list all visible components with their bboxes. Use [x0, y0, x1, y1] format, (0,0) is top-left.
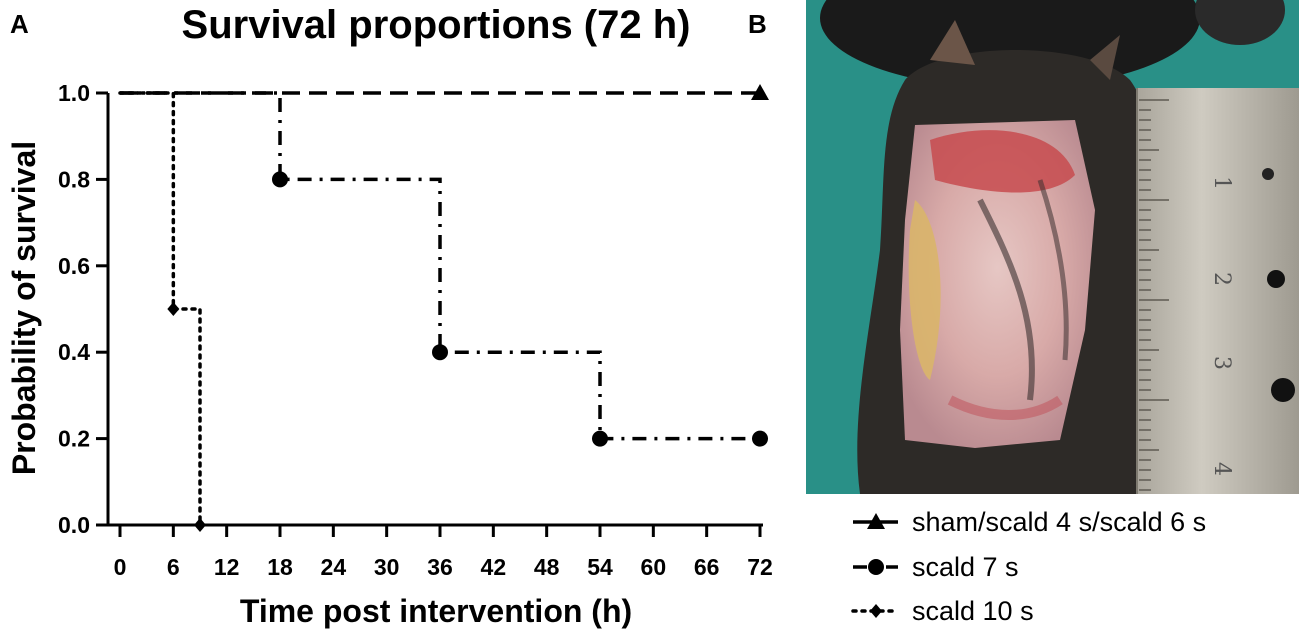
x-tick-label: 6: [167, 554, 180, 580]
data-point-circle: [752, 430, 768, 447]
y-tick-label: 0.4: [58, 339, 90, 365]
y-tick-label: 0.6: [58, 253, 90, 279]
x-tick-label: 72: [747, 554, 773, 580]
legend-marker-diamond: [870, 604, 882, 618]
ruler-mark-3: 3: [1209, 356, 1234, 370]
x-tick-label: 60: [641, 554, 667, 580]
data-point-circle: [272, 171, 288, 188]
series-line-1: [120, 91, 760, 441]
data-point-diamond: [194, 518, 206, 532]
y-tick-label: 0.0: [58, 512, 90, 538]
y-axis-ticks: 0.0 0.2 0.4 0.6 0.8 1.0: [58, 80, 108, 538]
x-tick-label: 48: [534, 554, 560, 580]
y-tick-label: 0.8: [58, 166, 90, 192]
y-tick-label: 0.2: [58, 426, 90, 452]
legend-marker-triangle: [867, 513, 885, 529]
x-tick-label: 18: [267, 554, 293, 580]
x-tick-label: 42: [481, 554, 507, 580]
x-tick-label: 30: [374, 554, 400, 580]
data-point-circle: [432, 344, 448, 361]
legend: sham/scald 4 s/scald 6 s scald 7 s scald 1…: [851, 507, 1206, 626]
x-tick-label: 12: [214, 554, 240, 580]
panel-label-a: A: [10, 9, 29, 39]
x-axis-ticks: 0 6 12 18 24 30 36 42 48 54 60 66 72: [114, 525, 773, 580]
data-point-triangle: [751, 84, 769, 100]
x-tick-label: 66: [694, 554, 720, 580]
ruler-mark-2: 2: [1209, 272, 1234, 286]
x-tick-label: 24: [321, 554, 347, 580]
chart-title: Survival proportions (72 h): [182, 3, 691, 47]
series-line-2: [118, 91, 202, 527]
panel-label-b: B: [748, 9, 767, 39]
x-axis-label: Time post intervention (h): [240, 593, 632, 629]
y-tick-label: 1.0: [58, 80, 90, 106]
legend-entry-label: sham/scald 4 s/scald 6 s: [912, 507, 1206, 537]
x-tick-label: 36: [427, 554, 453, 580]
ruler-mark-1: 1: [1209, 176, 1234, 190]
legend-entry-label: scald 10 s: [912, 596, 1034, 626]
legend-entry-label: scald 7 s: [912, 552, 1019, 582]
legend-marker-circle: [868, 559, 884, 575]
plot-area: [118, 84, 769, 532]
x-tick-label: 0: [114, 554, 127, 580]
mouse-wound-photo: 1 2 3 4: [806, 0, 1299, 494]
y-axis-label: Probability of survival: [6, 141, 42, 475]
ruler-mark-4: 4: [1209, 462, 1234, 476]
data-point-circle: [592, 430, 608, 447]
x-tick-label: 54: [587, 554, 613, 580]
data-point-diamond: [167, 302, 180, 316]
